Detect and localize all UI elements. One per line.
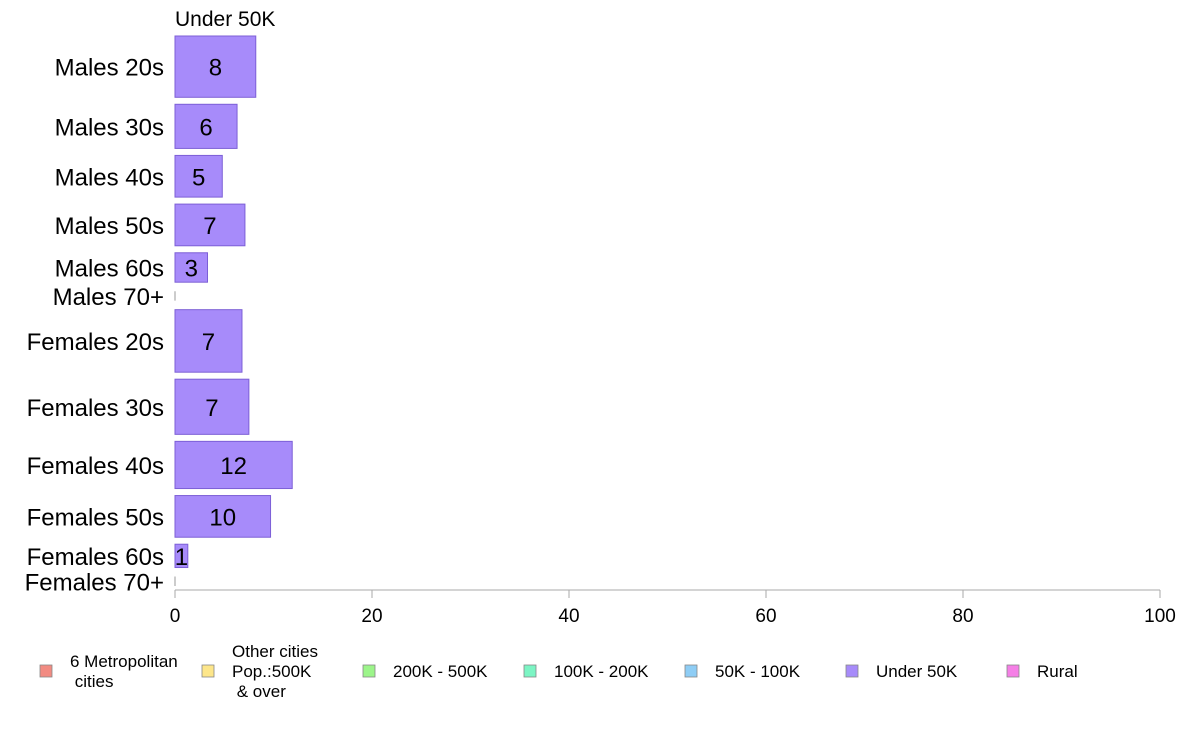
bar-value-label: 6	[199, 114, 212, 141]
legend-swatch	[684, 664, 698, 678]
legend-label: Under 50K	[876, 662, 958, 681]
category-label: Females 40s	[27, 453, 164, 480]
legend-label: Rural	[1037, 662, 1078, 681]
legend-swatch	[201, 664, 215, 678]
bar	[174, 154, 223, 198]
legend-swatch	[845, 664, 859, 678]
category-label: Males 70+	[53, 284, 164, 311]
legend-swatch	[1006, 664, 1020, 678]
category-label: Males 20s	[55, 55, 164, 82]
bar	[174, 203, 246, 247]
bar-value-label: 8	[209, 55, 222, 82]
legend-label: 6 Metropolitan cities	[70, 652, 178, 691]
bar-value-label: 7	[205, 395, 218, 422]
x-axis: 0 20 40 60 80 100	[170, 589, 1176, 627]
x-tick-label: 60	[755, 606, 776, 627]
x-tick-label: 0	[170, 606, 181, 627]
category-label: Males 50s	[55, 213, 164, 240]
bar	[174, 378, 250, 435]
x-tick-label: 40	[558, 606, 579, 627]
category-label: Males 60s	[55, 255, 164, 282]
legend-label: 100K - 200K	[554, 662, 649, 681]
category-label: Females 50s	[27, 504, 164, 531]
category-label: Females 60s	[27, 544, 164, 571]
category-label: Males 40s	[55, 164, 164, 191]
bar	[174, 440, 293, 490]
x-tick-label: 20	[361, 606, 382, 627]
bar	[174, 543, 189, 569]
bar-value-label: 3	[185, 255, 198, 282]
legend: 6 Metropolitan cities Other cities Pop.:50…	[39, 642, 1078, 701]
bar-value-label: 5	[192, 164, 205, 191]
bar-value-label: 7	[202, 329, 215, 356]
x-tick-label: 80	[952, 606, 973, 627]
bar-value-label: 7	[203, 213, 216, 240]
legend-swatch	[523, 664, 537, 678]
x-tick-label: 100	[1144, 606, 1176, 627]
category-label: Females 20s	[27, 329, 164, 356]
bar-value-label: 10	[209, 504, 236, 531]
bar	[174, 309, 243, 373]
legend-label: 200K - 500K	[393, 662, 488, 681]
bar-value-label: 12	[220, 453, 247, 480]
bar-value-label: 1	[175, 544, 188, 571]
category-label: Females 30s	[27, 395, 164, 422]
legend-swatch	[39, 664, 53, 678]
bar	[174, 495, 272, 538]
legend-label: Other cities Pop.:500K & over	[232, 642, 318, 701]
category-label: Males 30s	[55, 114, 164, 141]
legend-label: 50K - 100K	[715, 662, 801, 681]
bar-group: Males 20s 8 Males 30s 6 Males 40s 5 Males 50s 7…	[25, 35, 293, 596]
bar	[174, 103, 238, 149]
bar	[174, 252, 209, 283]
chart-title: Under 50K	[175, 8, 275, 31]
bar	[174, 35, 257, 98]
legend-swatch	[362, 664, 376, 678]
category-label: Females 70+	[25, 569, 164, 596]
